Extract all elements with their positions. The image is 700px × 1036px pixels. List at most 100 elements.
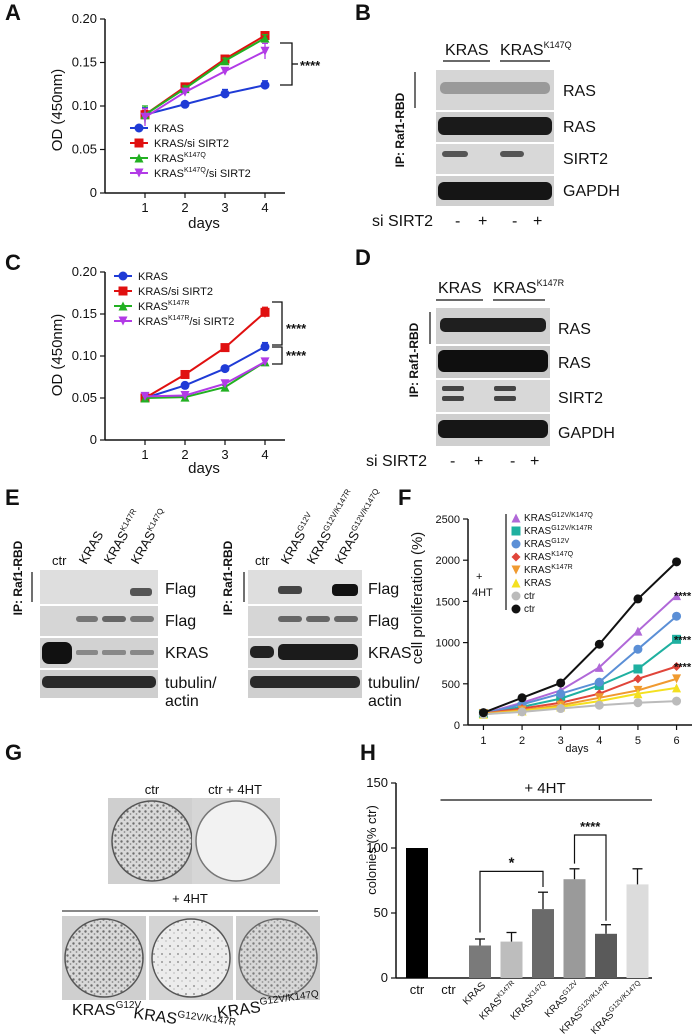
chart-a-legend-label: KRAS <box>154 123 184 135</box>
chart-f-legend-label: KRASG12V/K147R <box>524 525 592 537</box>
chart-f-legend-marker <box>511 552 521 562</box>
chart-f-point <box>517 693 527 703</box>
chart-c-ytick-label: 0.15 <box>72 306 97 321</box>
chart-f-point <box>672 634 682 644</box>
chart-c-legend-label: KRASK147R <box>138 300 189 313</box>
chart-f-xtick-label: 4 <box>596 735 602 747</box>
chart-f-significance: **** <box>674 634 692 646</box>
chart-f-legend-label: KRASG12V <box>524 538 569 550</box>
blot-b-si-sirt2: si SIRT2 <box>372 213 433 230</box>
chart-a-ytick-label: 0.05 <box>72 142 97 157</box>
chart-c: 0 0.05 0.10 0.15 0.20 1 2 3 4 KRAS KRAS/si SIRT2 KR… <box>72 264 307 462</box>
chart-f-point <box>672 611 682 621</box>
chart-a-xlabel: days <box>188 215 220 232</box>
blot-d-p1: + <box>474 453 483 470</box>
chart-f-point <box>633 698 643 708</box>
chart-f-point <box>556 704 566 714</box>
chart-h-ytick-label: 150 <box>366 775 388 790</box>
chart-f-point <box>633 664 643 674</box>
chart-a-point <box>260 46 270 56</box>
chart-c-significance-2: **** <box>286 348 307 363</box>
blot-e-left: IP: Raf1-RBD ctr KRAS KRASK147R KRASK147… <box>11 507 217 710</box>
chart-f-legend-marker <box>511 526 521 536</box>
chart-f-ytick-label: 2500 <box>436 514 460 526</box>
chart-f-point <box>633 626 643 636</box>
chart-f-point <box>633 689 643 699</box>
chart-f-legend-marker <box>511 539 521 549</box>
chart-h-significance-2: **** <box>580 819 601 834</box>
chart-h-xtick-label: ctr <box>410 982 425 997</box>
panel-label-c: C <box>5 250 21 275</box>
chart-a-legend-marker <box>134 123 144 133</box>
chart-c-xtick-label: 2 <box>181 447 188 462</box>
chart-a-xtick-label: 3 <box>221 200 228 215</box>
panel-label-e: E <box>5 485 20 510</box>
chart-c-point <box>140 391 150 401</box>
blot-b-m2: - <box>512 213 517 230</box>
chart-f-legend-marker <box>511 565 521 575</box>
blot-d-lane-kras-k147r: KRASK147R <box>493 278 565 297</box>
chart-c-point <box>260 357 270 367</box>
plate-ctr <box>111 800 193 882</box>
chart-a-series-line <box>144 84 266 116</box>
chart-c-legend-label: KRASK147R/si SIRT2 <box>138 315 234 328</box>
chart-h-ytick-label: 0 <box>381 970 388 985</box>
blot-b-lane-kras-k147q: KRASK147Q <box>500 40 572 59</box>
chart-c-point <box>180 390 190 400</box>
chart-h-bar <box>563 879 586 978</box>
chart-c-point <box>180 380 190 390</box>
colony-plates: ctr ctr + 4HT + 4HT KRASG12V KRASG12V/K1… <box>62 782 320 1028</box>
chart-c-legend-marker <box>118 301 128 311</box>
blot-d-ras-1: RAS <box>558 321 591 338</box>
chart-f-point <box>672 683 682 693</box>
chart-f-ytick-label: 2000 <box>436 555 460 567</box>
chart-f-series-line <box>483 615 678 715</box>
chart-h-bar <box>469 945 491 978</box>
chart-f-ytick-label: 1500 <box>436 596 460 608</box>
blot-d-sirt2: SIRT2 <box>558 390 603 407</box>
chart-f-legend-marker <box>511 604 521 614</box>
blot-e-right-tubulin: tubulin/ <box>368 675 420 692</box>
chart-a-point <box>260 80 270 90</box>
chart-c-bracket-1 <box>272 301 283 346</box>
chart-c-series-line <box>144 345 266 399</box>
chart-h-ytick-label: 50 <box>374 905 388 920</box>
chart-f-point <box>672 696 682 706</box>
chart-f-legend-label: KRASK147R <box>524 564 573 576</box>
chart-f-point <box>672 661 682 671</box>
blot-b: KRAS KRASK147Q IP: Raf1-RBD RAS RAS SIRT… <box>372 40 620 230</box>
panel-label-g: G <box>5 740 22 765</box>
chart-h-xtick-label: ctr <box>441 982 456 997</box>
blot-e-left-flag-2: Flag <box>165 613 196 630</box>
chart-f-point <box>594 639 604 649</box>
blot-d-gapdh: GAPDH <box>558 425 615 442</box>
chart-f-legend-label: KRAS <box>524 578 552 589</box>
chart-f-point <box>633 644 643 654</box>
blot-d-m1: - <box>450 453 455 470</box>
chart-a-point <box>180 87 190 97</box>
blot-e-left-ip-label: IP: Raf1-RBD <box>11 540 25 615</box>
chart-h-ytick-label: 100 <box>366 840 388 855</box>
chart-f-xtick-label: 5 <box>635 735 641 747</box>
blot-e-right-flag-2: Flag <box>368 613 399 630</box>
chart-h-bracket-2 <box>573 834 607 921</box>
blot-b-ras-2: RAS <box>563 119 596 136</box>
chart-h-bar <box>532 909 554 978</box>
chart-f-plus: + <box>476 571 482 583</box>
chart-h-bar <box>406 848 428 978</box>
chart-c-xtick-label: 3 <box>221 447 228 462</box>
chart-a-significance: **** <box>300 58 321 73</box>
chart-c-legend-marker <box>118 316 128 326</box>
chart-f-xtick-label: 3 <box>558 735 564 747</box>
blot-d: KRAS KRASK147R IP: Raf1-RBD RAS RAS SIRT… <box>366 278 615 470</box>
chart-c-legend-label: KRAS/si SIRT2 <box>138 286 213 298</box>
chart-h-significance-1: * <box>509 855 515 872</box>
chart-f-legend-label: ctr <box>524 591 536 602</box>
chart-f-xtick-label: 2 <box>519 735 525 747</box>
blot-b-lane-kras: KRAS <box>445 42 489 59</box>
plate-label-ctr: ctr <box>145 782 160 797</box>
plate-label-plus-4ht: + 4HT <box>172 891 208 906</box>
chart-c-point <box>260 342 270 352</box>
chart-f-series-line <box>483 561 678 714</box>
chart-h-bracket-1 <box>479 870 544 933</box>
